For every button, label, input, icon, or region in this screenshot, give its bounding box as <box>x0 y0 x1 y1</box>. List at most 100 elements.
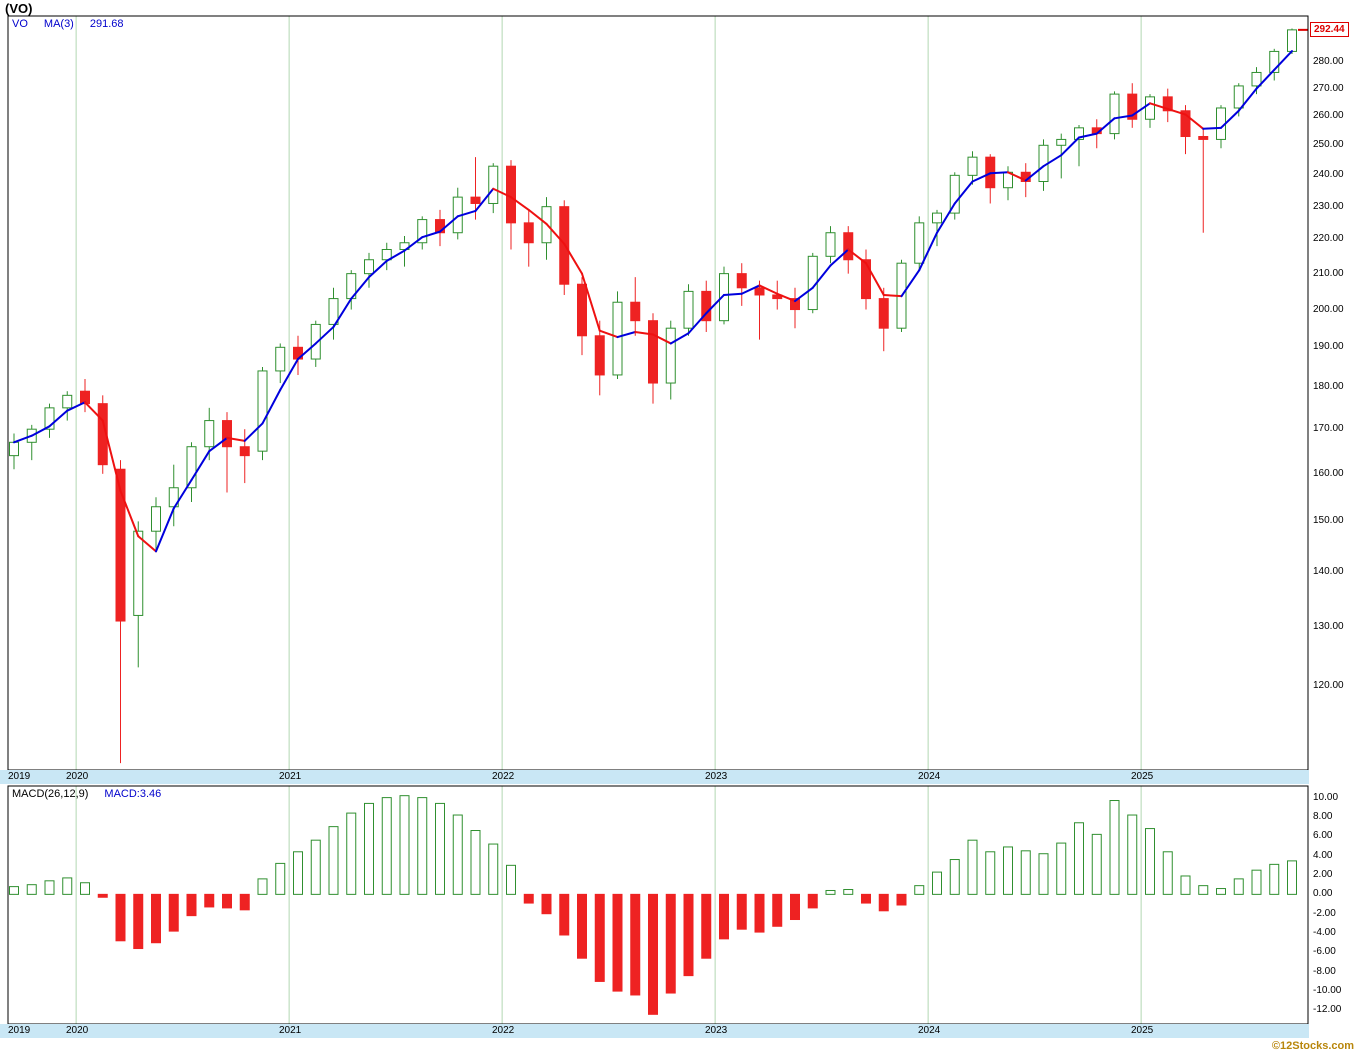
candle-body <box>168 487 179 508</box>
macd-bar-negative <box>630 893 641 996</box>
macd-bar-negative <box>151 893 161 944</box>
candle-body <box>1198 136 1209 140</box>
ma-line-segment <box>669 332 690 345</box>
ma-label: MA(3) <box>43 18 74 30</box>
price-tick-label: 250.00 <box>1313 139 1344 151</box>
price-tick-label: 120.00 <box>1313 679 1344 691</box>
year-label: 2023 <box>705 1025 728 1036</box>
macd-label: MACD(26,12,9) <box>12 788 89 800</box>
macd-bar-positive <box>843 889 854 895</box>
ma-line-segment <box>332 297 353 328</box>
candle-body <box>222 420 232 448</box>
candle-body <box>417 219 428 244</box>
ma-line-segment <box>1113 114 1134 120</box>
ma-line-segment <box>368 259 388 279</box>
macd-bar-negative <box>701 893 712 959</box>
candle-body <box>1216 107 1226 140</box>
candle-body <box>967 156 978 176</box>
ma-line-segment <box>172 478 193 510</box>
macd-bar-negative <box>541 893 552 915</box>
macd-bar-positive <box>26 884 37 895</box>
ma-line-segment <box>474 187 495 212</box>
candle-body <box>523 222 534 244</box>
macd-tick-label: -4.00 <box>1313 927 1336 939</box>
candle-body <box>1127 93 1138 120</box>
ma-line-segment <box>208 436 228 453</box>
ma-line-segment <box>1042 154 1063 168</box>
macd-bar-positive <box>1233 878 1244 895</box>
candle-body <box>399 242 410 251</box>
candle-body <box>1251 71 1262 87</box>
candle-body <box>825 232 836 257</box>
ma-line-segment <box>48 409 69 428</box>
candle-body <box>1091 127 1102 135</box>
candle-body <box>364 259 374 275</box>
ma-line-segment <box>1060 136 1080 157</box>
ma-line-segment <box>865 262 885 296</box>
ma-line-segment <box>936 202 956 234</box>
candle-body <box>772 294 783 300</box>
macd-bar-positive <box>985 851 996 895</box>
price-tick-label: 180.00 <box>1313 381 1344 393</box>
ma-line-segment <box>13 434 33 444</box>
macd-value: MACD:3.46 <box>104 788 162 800</box>
page-title: (VO) <box>5 1 33 16</box>
macd-bar-positive <box>914 885 925 895</box>
candle-body <box>985 156 996 189</box>
candle-body <box>239 446 250 457</box>
candle-body <box>204 420 215 448</box>
macd-bar-negative <box>559 893 570 936</box>
macd-bar-positive <box>9 886 19 895</box>
ma-line-segment <box>1220 109 1240 129</box>
candle-body <box>630 301 641 322</box>
ma-line-segment <box>492 187 512 199</box>
candle-body <box>257 370 268 452</box>
macd-tick-label: -12.00 <box>1313 1004 1342 1016</box>
macd-bar-negative <box>115 893 126 942</box>
macd-bar-positive <box>949 859 960 895</box>
candle-body <box>1180 110 1191 138</box>
macd-bar-negative <box>168 893 179 932</box>
macd-bar-negative <box>719 893 729 940</box>
candle-body <box>80 390 90 405</box>
candle-body <box>151 506 161 532</box>
macd-x-axis-strip: 2019 2020 2021 2022 2023 2024 2025 <box>0 1024 1309 1038</box>
candle-body <box>1269 50 1280 73</box>
ma-line-segment <box>918 231 938 272</box>
macd-bar-positive <box>1216 888 1226 895</box>
year-label: 2019 <box>8 1025 31 1036</box>
price-tick-label: 270.00 <box>1313 82 1344 94</box>
candle-body <box>612 301 623 376</box>
candle-body <box>44 407 55 430</box>
price-panel-border <box>7 15 1309 771</box>
year-label: 2020 <box>66 771 89 782</box>
ma-line-segment <box>84 401 104 422</box>
ma-line-segment <box>243 422 264 442</box>
ma-value: 291.68 <box>89 18 124 30</box>
ma-line-segment <box>776 292 796 303</box>
candle-body <box>26 428 37 443</box>
candle-body <box>293 346 303 360</box>
ma-line-segment <box>900 269 921 298</box>
ma-line-segment <box>226 436 246 442</box>
macd-tick-label: -10.00 <box>1313 985 1342 997</box>
price-tick-label: 150.00 <box>1313 515 1344 527</box>
macd-bar-positive <box>44 880 55 895</box>
year-label: 2022 <box>492 771 515 782</box>
price-tick-label: 190.00 <box>1313 341 1344 353</box>
price-x-axis-strip: 2019 2020 2021 2022 2023 2024 2025 <box>0 770 1309 784</box>
candle-body <box>1056 138 1067 146</box>
candle-body <box>665 327 676 384</box>
ma-line-segment <box>794 286 814 303</box>
macd-bar-negative <box>665 893 676 994</box>
price-tick-label: 210.00 <box>1313 267 1344 279</box>
candle-body <box>790 298 800 311</box>
macd-bar-positive <box>1020 850 1031 895</box>
macd-bar-positive <box>825 889 836 895</box>
macd-bar-negative <box>204 893 215 908</box>
macd-bar-negative <box>594 893 605 982</box>
candle-body <box>452 196 463 234</box>
candle-body <box>9 441 19 457</box>
